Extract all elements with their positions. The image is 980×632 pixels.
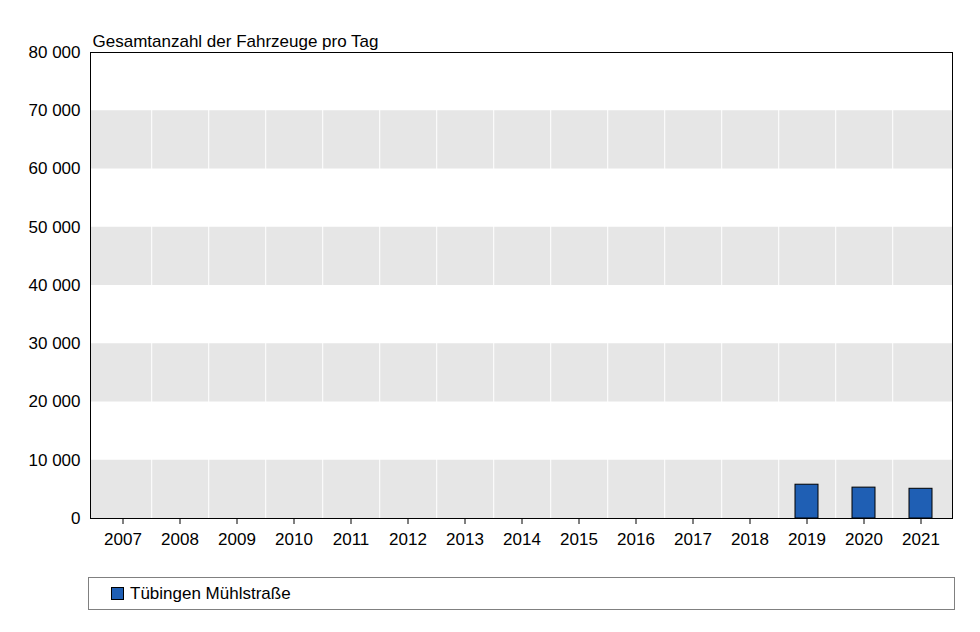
svg-text:2016: 2016 [617,530,655,549]
svg-text:2015: 2015 [560,530,598,549]
svg-text:2008: 2008 [161,530,199,549]
svg-text:2007: 2007 [104,530,142,549]
svg-text:2017: 2017 [674,530,712,549]
svg-text:70 000: 70 000 [29,101,81,120]
svg-text:2021: 2021 [902,530,940,549]
svg-text:20 000: 20 000 [29,392,81,411]
svg-text:50 000: 50 000 [29,218,81,237]
svg-text:2009: 2009 [218,530,256,549]
svg-text:2019: 2019 [788,530,826,549]
svg-text:2010: 2010 [275,530,313,549]
svg-text:60 000: 60 000 [29,159,81,178]
svg-text:2018: 2018 [731,530,769,549]
svg-text:Gesamtanzahl der Fahrzeuge pro: Gesamtanzahl der Fahrzeuge pro Tag [93,32,379,51]
svg-text:10 000: 10 000 [29,451,81,470]
html-text:Tübingen Mühlstraße: Tübingen Mühlstraße [130,583,291,603]
svg-text:80 000: 80 000 [29,43,81,62]
svg-text:30 000: 30 000 [29,334,81,353]
svg-text:2012: 2012 [389,530,427,549]
svg-text:2014: 2014 [503,530,541,549]
svg-text:2020: 2020 [845,530,883,549]
svg-text:0: 0 [71,509,80,528]
svg-text:2013: 2013 [446,530,484,549]
svg-text:40 000: 40 000 [29,276,81,295]
svg-text:2011: 2011 [333,530,370,549]
